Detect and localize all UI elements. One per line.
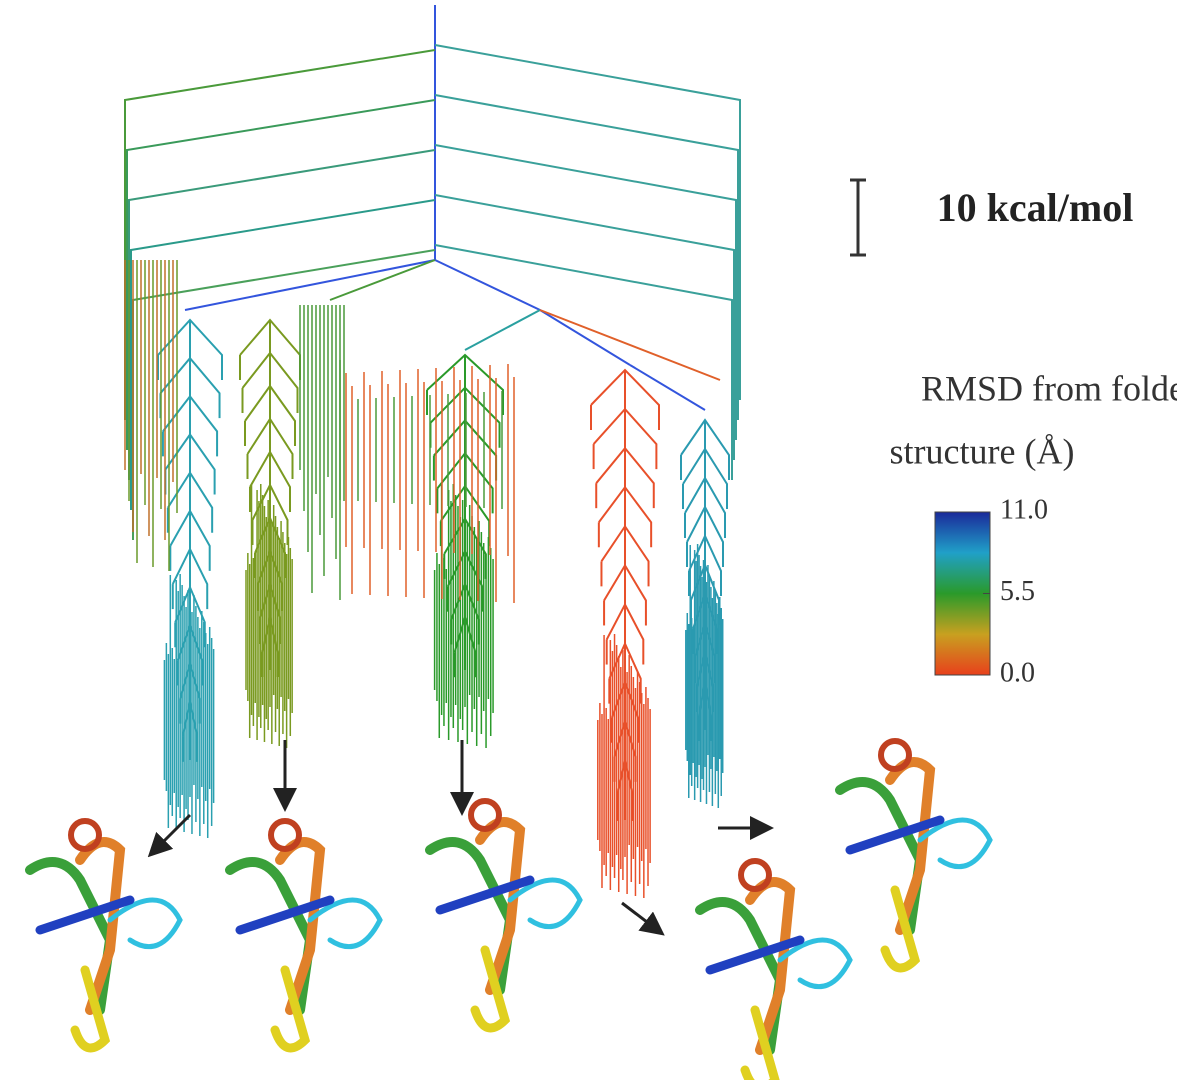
protein-strand — [835, 777, 926, 935]
branch — [132, 249, 436, 540]
protein-strand — [425, 837, 516, 995]
branch — [434, 144, 737, 440]
protein-strand — [225, 857, 316, 1015]
protein-strand — [777, 937, 853, 990]
branch — [434, 94, 739, 420]
branch — [167, 470, 214, 533]
protein-strand — [745, 877, 796, 1055]
protein-helix — [268, 818, 302, 852]
protein-strand — [880, 885, 921, 973]
protein-strand — [235, 895, 335, 935]
protein-strand — [885, 757, 936, 935]
branch — [126, 99, 436, 450]
colorbar-tick-label: 0.0 — [1000, 657, 1035, 688]
branch — [592, 407, 658, 470]
branch — [539, 309, 721, 381]
protein-strand — [35, 895, 135, 935]
colorbar-tick-label: 11.0 — [1000, 494, 1048, 525]
protein-helix — [68, 818, 102, 852]
protein-strand — [470, 945, 511, 1033]
branch — [426, 353, 504, 415]
branch — [598, 485, 653, 548]
protein-strand — [845, 815, 945, 855]
branch — [680, 418, 730, 480]
branch — [128, 149, 436, 480]
protein-helix — [878, 738, 912, 772]
branch — [686, 504, 724, 567]
protein-strand — [307, 897, 383, 950]
protein-strand — [507, 877, 583, 930]
branch — [157, 318, 223, 380]
protein-strand — [270, 965, 311, 1053]
branch — [434, 194, 735, 460]
protein-strand — [107, 897, 183, 950]
branch — [590, 368, 660, 430]
protein-structures — [25, 738, 993, 1080]
protein-strand — [705, 935, 805, 975]
protein-helix — [468, 798, 502, 832]
protein-strand — [475, 817, 526, 995]
protein-strand — [275, 837, 326, 1015]
disconnectivity-graph — [124, 5, 741, 898]
branch — [329, 259, 436, 301]
branch — [184, 259, 436, 311]
branch — [605, 602, 645, 665]
branch — [603, 563, 647, 626]
branch — [434, 44, 741, 400]
protein-helix — [738, 858, 772, 892]
colorbar — [934, 511, 991, 676]
protein-strand — [75, 837, 126, 1015]
branch — [171, 546, 209, 610]
protein-strand — [695, 897, 786, 1055]
arrows — [147, 740, 774, 936]
protein-strand — [70, 965, 111, 1053]
protein-strand — [740, 1005, 780, 1080]
branch — [159, 356, 221, 419]
branch — [629, 364, 706, 411]
branch — [464, 309, 541, 351]
branch — [130, 199, 436, 510]
branch — [436, 451, 494, 514]
colorbar-title: structure (Å) — [890, 431, 1075, 471]
branch — [684, 475, 726, 538]
branch — [600, 524, 650, 587]
branch — [682, 447, 728, 509]
colorbar-title: RMSD from folded — [921, 368, 1177, 408]
branch — [595, 446, 655, 509]
branch — [249, 449, 291, 512]
colorbar-tick-label: 5.5 — [1000, 576, 1035, 607]
branch — [434, 244, 733, 480]
branch — [241, 351, 299, 413]
protein-strand — [25, 857, 116, 1015]
branch — [244, 384, 296, 446]
protein-strand — [917, 817, 993, 870]
branch — [169, 508, 211, 571]
scale-bar-label: 10 kcal/mol — [937, 185, 1134, 230]
protein-strand — [435, 875, 535, 915]
branch — [246, 417, 294, 479]
